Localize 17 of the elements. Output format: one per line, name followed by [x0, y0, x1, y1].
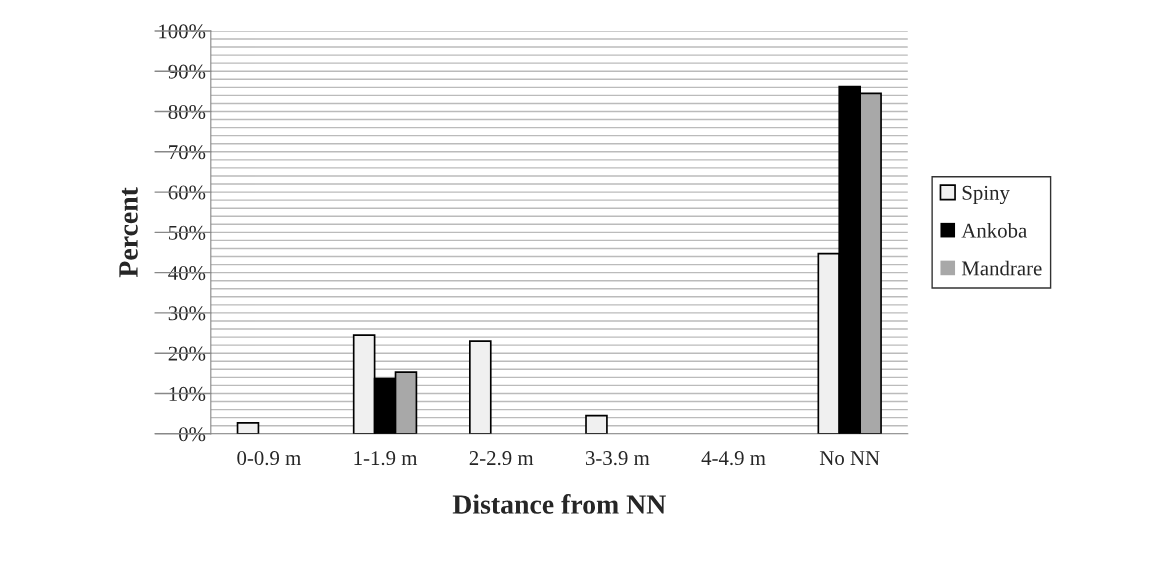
legend-label: Spiny: [962, 185, 1010, 205]
x-tick-label: 2-2.9 m: [469, 451, 534, 466]
x-tick-label: 1-1.9 m: [354, 451, 418, 466]
x-tick-label: 3-3.9 m: [585, 451, 650, 466]
x-tick-label: 0-0.9 m: [237, 451, 301, 466]
legend-label: Ankoba: [961, 223, 1027, 238]
x-tick-label: No NN: [819, 451, 880, 466]
y-tick-label: 100%: [159, 24, 206, 39]
bar: [585, 414, 608, 434]
y-tick-label: 60%: [168, 185, 206, 200]
y-axis-title: Percent: [119, 187, 138, 278]
legend-label: Mandrare: [961, 260, 1042, 276]
x-tick-label: 4-4.9 m: [701, 451, 766, 466]
y-tick-label: 30%: [168, 306, 206, 321]
x-axis-title: Distance from NN: [452, 494, 666, 514]
bar: [469, 340, 492, 434]
bar: [236, 422, 260, 434]
